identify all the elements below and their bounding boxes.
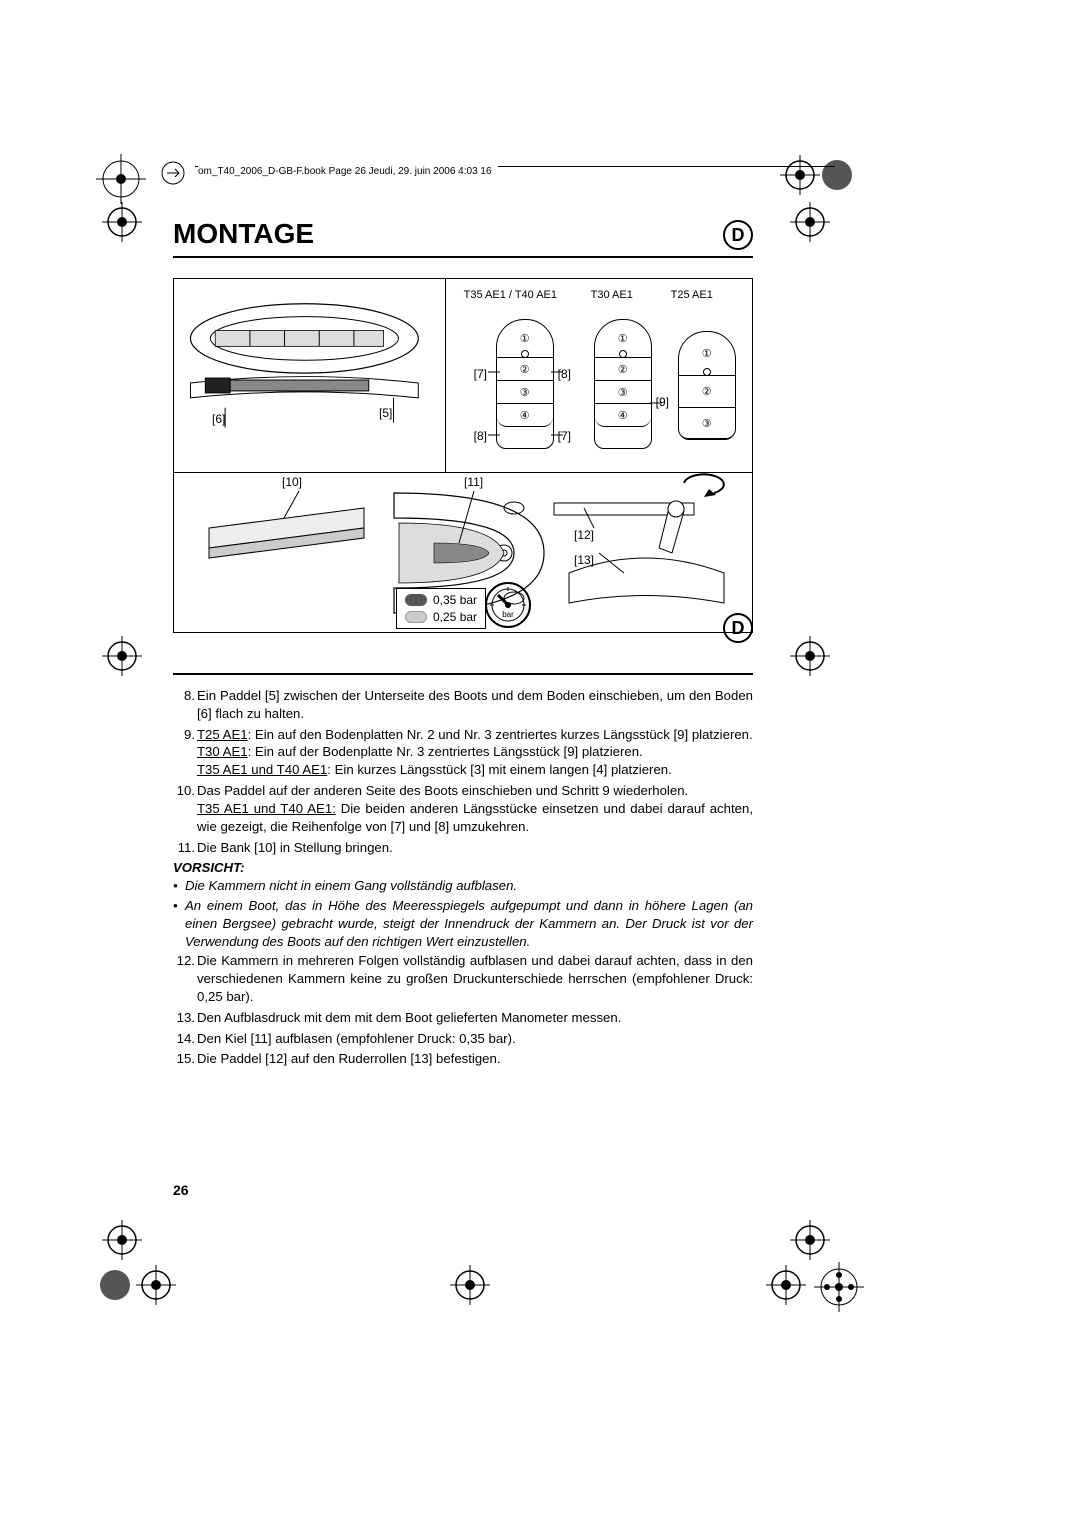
- callout-12: [12]: [574, 528, 594, 542]
- leader-8b: [488, 427, 500, 451]
- caution-1: Die Kammern nicht in einem Gang vollstän…: [185, 877, 753, 895]
- chamber-header-2: T30 AE1: [591, 289, 633, 301]
- figure-box: [5] [6] T35 AE1 / T40 AE1 T30 AE1 T25 AE…: [173, 278, 753, 633]
- reg-cross-bl1: [102, 1220, 142, 1260]
- body-text: 8.Ein Paddel [5] zwischen der Unterseite…: [173, 687, 753, 1068]
- leader-7b: [551, 427, 563, 451]
- page-number: 26: [173, 1182, 189, 1198]
- reg-dot-tr: [820, 158, 854, 192]
- reg-cross-br2: [766, 1265, 806, 1305]
- svg-text:bar: bar: [502, 610, 514, 619]
- boat-top-diagram: [174, 279, 445, 472]
- reg-cross-bc: [450, 1265, 490, 1305]
- seg-2-3: ③: [595, 381, 651, 404]
- title-row: MONTAGE D: [173, 218, 753, 258]
- callout-8b: [8]: [474, 429, 487, 443]
- lang-badge-top: D: [723, 220, 753, 250]
- reg-cross-tr1: [780, 155, 820, 195]
- divider: [173, 673, 753, 675]
- step-10b-prefix: T35 AE1 und T40 AE1:: [197, 801, 336, 816]
- step-9c-prefix: T35 AE1 und T40 AE1: [197, 762, 327, 777]
- reg-mark-br: [814, 1262, 864, 1312]
- reg-cross-br1: [790, 1220, 830, 1260]
- seg-1-2: ②: [497, 358, 553, 381]
- caution-title: VORSICHT:: [173, 859, 753, 877]
- step-9b: : Ein auf der Bodenplatte Nr. 3 zentrier…: [248, 744, 643, 759]
- step-10a: Das Paddel auf der anderen Seite des Boo…: [197, 783, 688, 798]
- reg-cross-bl2: [136, 1265, 176, 1305]
- swatch-light: [405, 611, 427, 623]
- callout-11: [11]: [464, 475, 483, 489]
- callout-13: [13]: [574, 553, 594, 567]
- seg-2-4: ④: [595, 404, 651, 427]
- pressure-light-label: 0,25 bar: [433, 610, 477, 624]
- seg-1-3: ③: [497, 381, 553, 404]
- step-8: Ein Paddel [5] zwischen der Unterseite d…: [197, 688, 753, 721]
- pressure-dark-label: 0,35 bar: [433, 593, 477, 607]
- callout-10: [10]: [282, 475, 302, 489]
- reg-cross-ml: [102, 636, 142, 676]
- step-11: Die Bank [10] in Stellung bringen.: [197, 840, 393, 855]
- seg-3-3: ③: [679, 408, 735, 440]
- leader-7a: [488, 364, 500, 388]
- step-12: Die Kammern in mehreren Folgen vollständ…: [197, 953, 753, 1004]
- reg-arrow-tl: [160, 160, 186, 186]
- reg-mark-tl: [96, 154, 146, 204]
- leader-9: [650, 395, 662, 409]
- callout-7a: [7]: [474, 367, 487, 381]
- seg-1-4: ④: [497, 404, 553, 427]
- step-9b-prefix: T30 AE1: [197, 744, 248, 759]
- callout-6: [6]: [212, 412, 225, 426]
- pressure-legend: 0,35 bar 0,25 bar: [396, 588, 486, 629]
- lang-badge-mid: D: [723, 613, 753, 643]
- reg-cross-mr: [790, 636, 830, 676]
- reg-dot-bl: [98, 1268, 132, 1302]
- step-9c: : Ein kurzes Längsstück [3] mit einem la…: [327, 762, 672, 777]
- reg-cross-tr2: [790, 202, 830, 242]
- step-9a: : Ein auf den Bodenplatten Nr. 2 und Nr.…: [248, 727, 753, 742]
- swatch-dark: [405, 594, 427, 606]
- callout-5: [5]: [379, 406, 392, 420]
- caution-2: An einem Boot, das in Höhe des Meeresspi…: [185, 897, 753, 950]
- seg-3-2: ②: [679, 376, 735, 408]
- chamber-header-3: T25 AE1: [671, 289, 713, 301]
- chamber-header-1: T35 AE1 / T40 AE1: [464, 289, 557, 301]
- header-text: om_T40_2006_D-GB-F.book Page 26 Jeudi, 2…: [198, 166, 498, 177]
- step-14: Den Kiel [11] aufblasen (empfohlener Dru…: [197, 1031, 516, 1046]
- reg-cross-tl: [102, 202, 142, 242]
- leader-8a: [551, 364, 563, 388]
- step-13: Den Aufblasdruck mit dem mit dem Boot ge…: [197, 1010, 621, 1025]
- gauge-icon: bar: [484, 581, 532, 629]
- step-15: Die Paddel [12] auf den Ruderrollen [13]…: [197, 1051, 501, 1066]
- step-9a-prefix: T25 AE1: [197, 727, 248, 742]
- seg-2-2: ②: [595, 358, 651, 381]
- page-title: MONTAGE: [173, 218, 314, 250]
